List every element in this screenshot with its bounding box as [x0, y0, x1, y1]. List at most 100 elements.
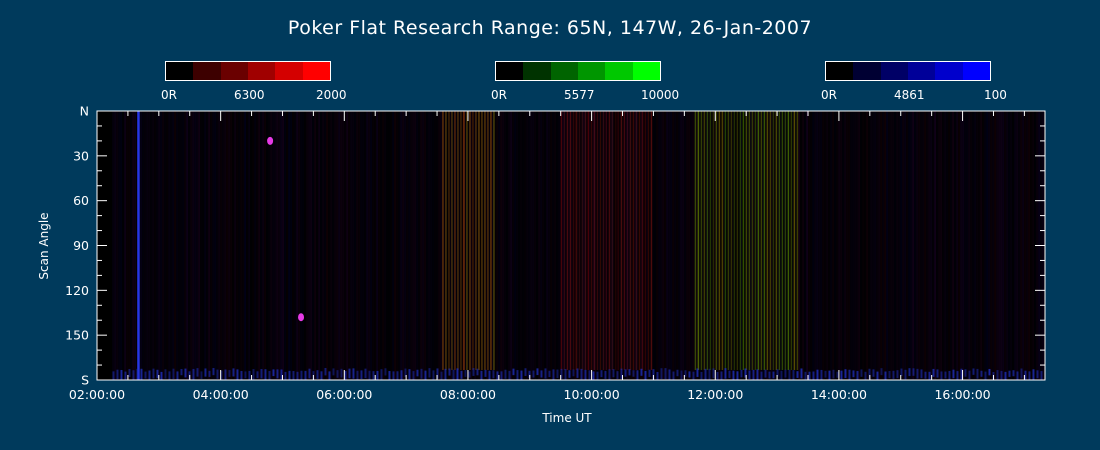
heatmap-stripe	[132, 111, 134, 380]
heatmap-stripe	[428, 111, 430, 380]
heatmap-stripe	[648, 111, 650, 380]
heatmap-bottom-noise	[732, 370, 735, 380]
heatmap-bottom-noise	[636, 370, 639, 380]
heatmap-bottom-noise	[328, 371, 331, 380]
heatmap-bottom-noise	[896, 370, 899, 379]
colorbar-segment	[577, 62, 606, 80]
heatmap-stripe	[142, 111, 144, 380]
heatmap-stripe	[840, 111, 842, 380]
heatmap-stripe	[934, 111, 936, 380]
heatmap-bottom-noise	[800, 368, 803, 379]
heatmap-stripe	[404, 111, 406, 380]
heatmap-stripe	[948, 111, 950, 380]
heatmap-bottom-noise	[240, 371, 243, 380]
heatmap-bottom-noise	[520, 370, 523, 380]
colorbar-4861-max-label: 100	[984, 88, 1007, 102]
heatmap-stripe	[928, 111, 930, 380]
heatmap-bottom-noise	[200, 371, 203, 379]
heatmap-stripe	[380, 111, 382, 380]
heatmap-bottom-noise	[212, 368, 215, 376]
heatmap-bottom-noise	[772, 371, 775, 379]
heatmap-stripe	[800, 111, 802, 380]
heatmap-bottom-noise	[920, 369, 923, 379]
heatmap-bottom-noise	[296, 371, 299, 380]
heatmap-stripe	[468, 111, 470, 380]
heatmap-stripe	[872, 111, 874, 380]
heatmap-band-stripe	[581, 111, 584, 370]
heatmap-band-stripe	[575, 111, 578, 370]
heatmap-stripe	[162, 111, 164, 380]
heatmap-bottom-noise	[284, 371, 287, 380]
heatmap-bottom-noise	[672, 371, 675, 380]
heatmap-bottom-noise	[464, 370, 467, 377]
heatmap-stripe	[306, 111, 308, 380]
heatmap-stripe	[984, 111, 986, 380]
heatmap-bottom-noise	[876, 371, 879, 380]
heatmap-stripe	[486, 111, 488, 380]
heatmap-stripe	[810, 111, 812, 380]
heatmap-band-stripe	[578, 111, 581, 370]
heatmap-stripe	[1030, 111, 1032, 380]
heatmap-stripe	[544, 111, 546, 380]
heatmap-stripe	[516, 111, 518, 380]
heatmap-stripe	[418, 111, 420, 380]
heatmap-stripe	[1024, 111, 1026, 380]
heatmap-bottom-noise	[712, 368, 715, 379]
heatmap-stripe	[966, 111, 968, 380]
heatmap-bottom-noise	[136, 368, 139, 380]
heatmap-stripe	[314, 111, 316, 380]
colorbar-segment	[302, 62, 330, 80]
heatmap-bottom-noise	[724, 368, 727, 379]
heatmap-stripe	[278, 111, 280, 380]
heatmap-bottom-noise	[804, 371, 807, 380]
heatmap-band-stripe	[475, 111, 477, 370]
heatmap-stripe	[502, 111, 504, 380]
heatmap-bottom-noise	[652, 369, 655, 380]
heatmap-bottom-noise	[496, 371, 499, 380]
heatmap-band-stripe	[769, 111, 772, 370]
heatmap-stripe	[464, 111, 466, 380]
heatmap-spot	[267, 136, 274, 145]
heatmap-stripe	[604, 111, 606, 380]
heatmap-bottom-noise	[444, 368, 447, 380]
heatmap-stripe	[324, 111, 326, 380]
heatmap-band-stripe	[566, 111, 569, 370]
heatmap-stripe	[410, 111, 412, 380]
heatmap-stripe	[992, 111, 994, 380]
heatmap-stripe	[556, 111, 558, 380]
heatmap-bottom-noise	[968, 370, 971, 380]
heatmap-bottom-noise	[1040, 371, 1043, 380]
heatmap-stripe	[850, 111, 852, 380]
heatmap-stripe	[456, 111, 458, 380]
heatmap-bottom-noise	[236, 369, 239, 380]
heatmap-band-stripe	[593, 111, 596, 370]
heatmap-bottom-noise	[932, 368, 935, 377]
heatmap-stripe	[1016, 111, 1018, 380]
heatmap-bottom-noise	[864, 371, 867, 380]
heatmap-stripe	[260, 111, 262, 380]
heatmap-stripe	[308, 111, 310, 380]
heatmap-stripe	[210, 111, 212, 380]
heatmap-stripe	[304, 111, 306, 380]
heatmap-stripe	[328, 111, 330, 380]
heatmap-bottom-noise	[508, 370, 511, 380]
heatmap-bottom-noise	[524, 368, 527, 376]
heatmap-band-stripe	[697, 111, 700, 370]
heatmap-stripe	[558, 111, 560, 380]
colorbar-segment	[826, 62, 854, 80]
heatmap-bottom-noise	[880, 368, 883, 376]
heatmap-bottom-noise	[220, 370, 223, 380]
heatmap-band-stripe	[626, 111, 629, 370]
heatmap-bottom-noise	[384, 368, 387, 376]
heatmap-stripe	[360, 111, 362, 380]
heatmap-stripe	[662, 111, 664, 380]
heatmap-bottom-noise	[656, 371, 659, 380]
heatmap-stripe	[232, 111, 234, 380]
heatmap-stripe	[906, 111, 908, 380]
heatmap-bottom-noise	[572, 369, 575, 377]
heatmap-stripe	[876, 111, 878, 380]
heatmap-bottom-noise	[452, 369, 455, 380]
heatmap-stripe	[820, 111, 822, 380]
heatmap-stripe	[166, 111, 168, 380]
x-tick-label: 02:00:00	[69, 387, 125, 402]
